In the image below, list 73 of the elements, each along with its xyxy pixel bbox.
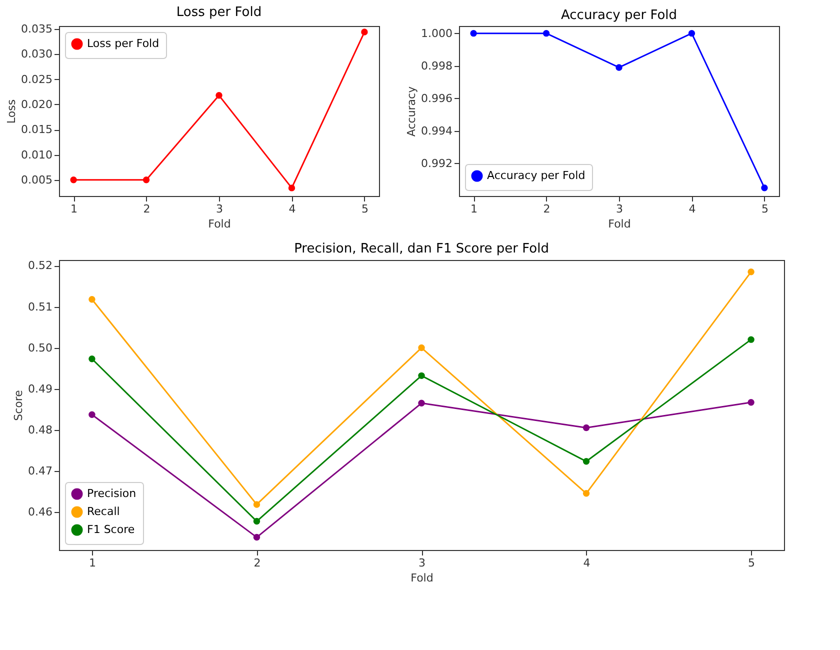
point xyxy=(253,534,260,541)
point xyxy=(88,411,96,418)
y-tick-label: 0.010 xyxy=(21,148,52,162)
point xyxy=(216,92,222,99)
point xyxy=(418,400,425,406)
chart-title: Loss per Fold xyxy=(176,5,262,20)
point xyxy=(470,30,477,37)
y-tick-label: 1.000 xyxy=(421,26,452,40)
x-tick-label: 5 xyxy=(761,202,768,216)
point xyxy=(688,30,696,37)
point xyxy=(582,458,590,465)
y-tick-label: 0.51 xyxy=(28,300,52,314)
x-tick-label: 4 xyxy=(288,202,296,216)
point xyxy=(748,268,754,276)
y-tick-label: 0.46 xyxy=(28,505,52,518)
point xyxy=(748,398,754,406)
chart-title: Precision, Recall, dan F1 Score per Fold xyxy=(294,242,549,257)
point xyxy=(70,176,77,184)
legend-label: Precision xyxy=(87,487,136,500)
y-tick-label: 0.994 xyxy=(421,124,452,138)
point xyxy=(761,184,768,192)
point xyxy=(748,336,754,343)
x-tick-label: 3 xyxy=(418,556,426,570)
x-tick-label: 1 xyxy=(70,202,78,216)
point xyxy=(616,64,622,71)
point xyxy=(418,344,425,352)
point xyxy=(288,184,296,192)
point xyxy=(253,501,260,508)
x-tick-label: 1 xyxy=(88,556,96,570)
y-tick-label: 0.52 xyxy=(28,259,52,272)
y-tick-label: 0.996 xyxy=(421,92,452,105)
y-tick-label: 0.005 xyxy=(21,173,52,186)
x-tick-label: 1 xyxy=(470,202,478,216)
x-tick-label: 2 xyxy=(254,556,261,570)
x-axis-title: Fold xyxy=(410,572,434,584)
x-axis-title: Fold xyxy=(608,218,631,230)
x-tick-label: 5 xyxy=(748,556,756,570)
point xyxy=(582,424,590,432)
x-tick-label: 3 xyxy=(216,202,223,216)
point xyxy=(88,356,96,362)
y-axis-title: Loss xyxy=(5,99,18,124)
x-tick-label: 2 xyxy=(543,202,550,216)
x-tick-label: 3 xyxy=(616,202,623,216)
legend-label: F1 Score xyxy=(87,523,135,536)
y-axis-title: Score xyxy=(12,390,26,421)
x-tick-label: 4 xyxy=(688,202,696,216)
point xyxy=(542,30,550,37)
point xyxy=(253,518,260,525)
y-tick-label: 0.50 xyxy=(28,341,52,354)
y-tick-label: 0.998 xyxy=(421,59,452,72)
y-tick-label: 0.030 xyxy=(21,48,52,61)
y-tick-label: 0.992 xyxy=(421,156,452,170)
y-tick-label: 0.47 xyxy=(28,464,52,478)
y-tick-label: 0.49 xyxy=(28,382,52,396)
legend-label: Recall xyxy=(87,505,120,518)
chart-title: Accuracy per Fold xyxy=(560,8,678,23)
point xyxy=(582,490,590,497)
y-tick-label: 0.48 xyxy=(28,423,52,436)
point xyxy=(88,296,96,303)
x-tick-label: 4 xyxy=(583,556,590,570)
legend-label: Accuracy per Fold xyxy=(487,169,586,182)
x-axis-title: Fold xyxy=(208,218,231,230)
y-tick-label: 0.020 xyxy=(21,98,52,111)
y-tick-label: 0.035 xyxy=(21,22,52,36)
y-tick-label: 0.025 xyxy=(21,72,52,86)
y-axis-title: Accuracy xyxy=(405,86,418,137)
legend-label: Loss per Fold xyxy=(87,37,160,50)
x-tick-label: 2 xyxy=(143,202,150,216)
x-tick-label: 5 xyxy=(361,202,368,216)
y-tick-label: 0.015 xyxy=(21,123,52,136)
point xyxy=(361,28,368,36)
point xyxy=(142,176,150,184)
point xyxy=(418,372,425,380)
